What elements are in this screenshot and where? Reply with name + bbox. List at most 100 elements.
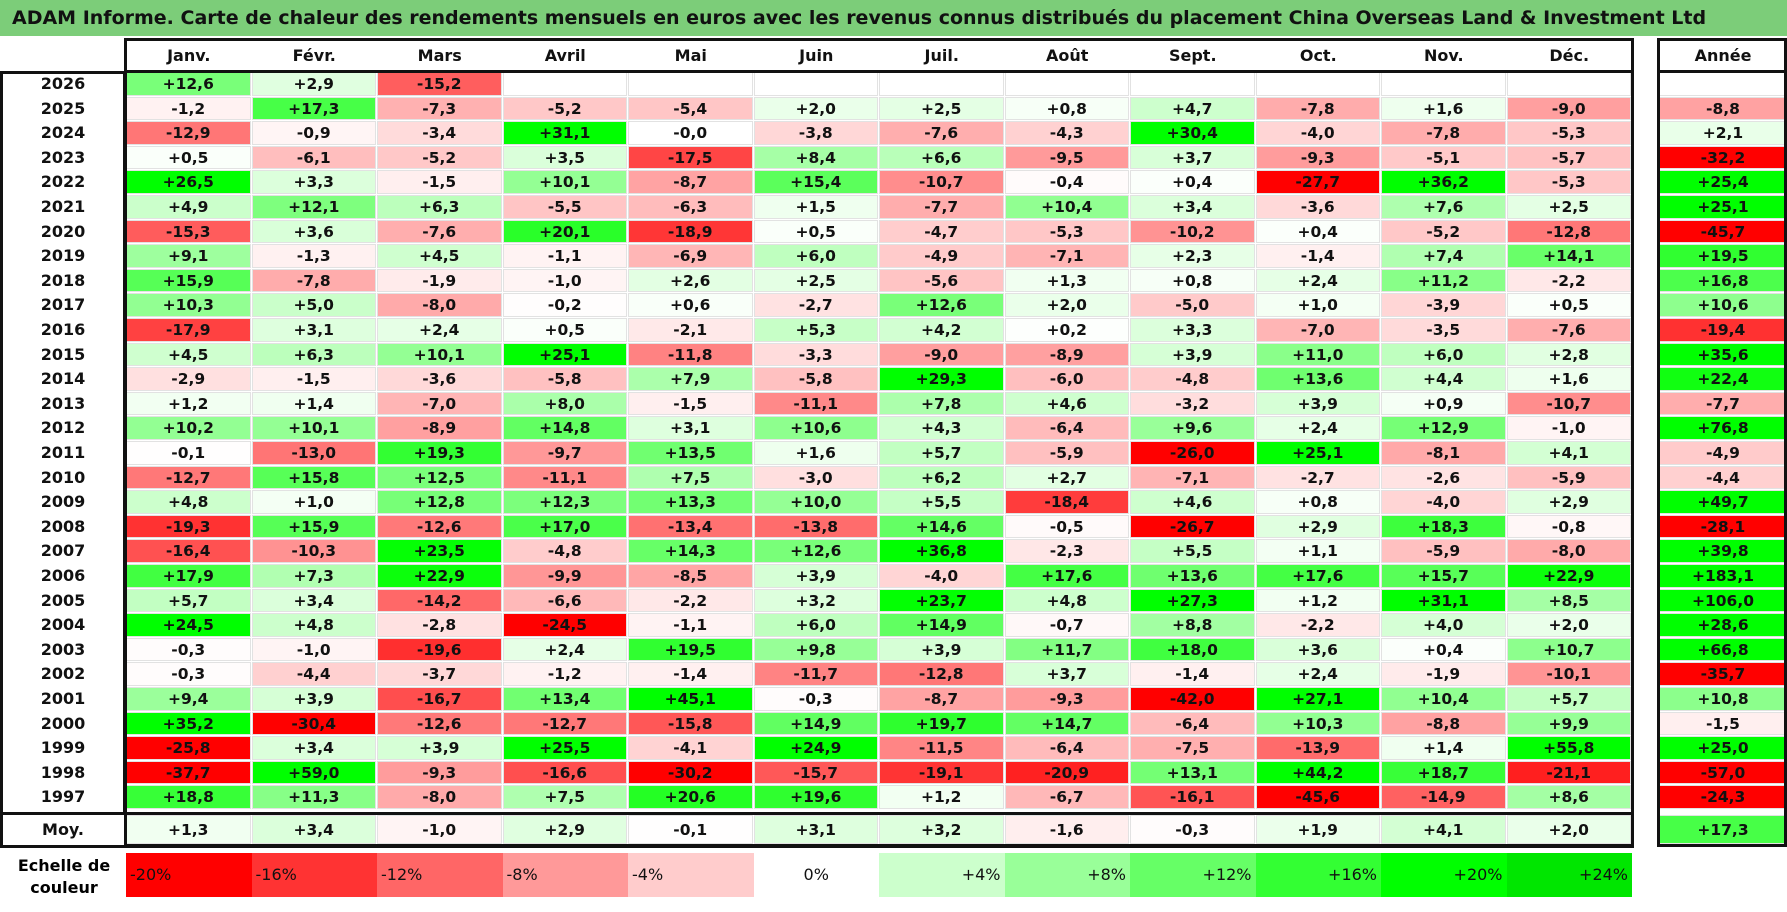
annual-cell: +25,4 <box>1659 170 1787 194</box>
heatmap-cell: +9,9 <box>1506 711 1631 736</box>
heatmap-cell: +10,4 <box>1381 687 1506 711</box>
heatmap-cell: +3,7 <box>1004 662 1129 686</box>
heatmap-cell: +7,5 <box>502 785 627 809</box>
heatmap-cell: +12,9 <box>1381 416 1506 440</box>
heatmap-cell: +6,2 <box>879 465 1004 490</box>
heatmap-cell: +10,7 <box>1506 637 1631 662</box>
average-cell: +3,4 <box>251 815 376 844</box>
year-label: 2017 <box>40 295 86 315</box>
heatmap-cell: +22,9 <box>1506 564 1631 588</box>
average-cell: -1,0 <box>377 815 502 844</box>
annual-cell: +76,8 <box>1659 416 1787 440</box>
heatmap-cell: +15,4 <box>753 170 878 194</box>
heatmap-cell: -7,8 <box>1381 121 1506 145</box>
heatmap-cell: +17,6 <box>1004 564 1129 588</box>
heatmap-cell: +2,4 <box>502 637 627 662</box>
heatmap-cell: -1,9 <box>377 268 502 293</box>
heatmap-cell: -9,0 <box>879 342 1004 367</box>
heatmap-cell: -5,8 <box>753 367 878 391</box>
annual-cell: +2,1 <box>1659 121 1787 145</box>
heatmap-cell: +15,9 <box>251 514 376 539</box>
heatmap-cell: +11,7 <box>1004 637 1129 662</box>
annual-cell: -35,7 <box>1659 662 1787 686</box>
heatmap-cell: -13,9 <box>1255 736 1380 760</box>
heatmap-cell: +55,8 <box>1506 736 1631 760</box>
heatmap-cell: +3,3 <box>1130 318 1255 342</box>
heatmap-cell: +12,6 <box>126 72 251 96</box>
heatmap-cell: -9,0 <box>1506 96 1631 121</box>
heatmap-cell: +25,1 <box>1255 441 1380 465</box>
heatmap-cell: -1,0 <box>251 637 376 662</box>
heatmap-cell: +8,0 <box>502 391 627 416</box>
heatmap-cell: -8,1 <box>1381 441 1506 465</box>
heatmap-cell: +3,4 <box>251 588 376 613</box>
year-label: 2008 <box>40 516 86 536</box>
heatmap-cell: -5,9 <box>1506 465 1631 490</box>
annual-cell: -24,3 <box>1659 785 1787 809</box>
heatmap-cell: -9,3 <box>377 760 502 785</box>
heatmap-cell: -0,8 <box>1506 514 1631 539</box>
heatmap-cell: +2,4 <box>1255 416 1380 440</box>
heatmap-cell: -3,2 <box>1130 391 1255 416</box>
heatmap-cell: -6,4 <box>1004 416 1129 440</box>
heatmap-cell: -0,1 <box>126 441 251 465</box>
average-annual-cell: +17,3 <box>1659 815 1787 844</box>
heatmap-cell: +6,3 <box>251 342 376 367</box>
month-header: Oct. <box>1299 46 1337 65</box>
heatmap-cell: +12,8 <box>377 490 502 514</box>
annual-cell: -7,7 <box>1659 391 1787 416</box>
heatmap-cell: -7,3 <box>377 96 502 121</box>
month-header: Déc. <box>1549 46 1590 65</box>
heatmap-cell: +10,1 <box>377 342 502 367</box>
heatmap-cell: +10,3 <box>126 293 251 317</box>
heatmap-cell: -4,8 <box>1130 367 1255 391</box>
heatmap-cell: +0,5 <box>502 318 627 342</box>
heatmap-cell: -30,2 <box>628 760 753 785</box>
heatmap-cell: +31,1 <box>502 121 627 145</box>
average-cell: -1,6 <box>1004 815 1129 844</box>
year-label: 2005 <box>40 590 86 610</box>
heatmap-cell: +19,6 <box>753 785 878 809</box>
heatmap-cell: -12,8 <box>879 662 1004 686</box>
heatmap-cell: +5,7 <box>1506 687 1631 711</box>
legend-swatch: +20% <box>1381 853 1507 897</box>
year-label: 2014 <box>40 369 86 389</box>
heatmap-cell: +19,5 <box>628 637 753 662</box>
annual-cell: +16,8 <box>1659 268 1787 293</box>
heatmap-cell: +18,7 <box>1381 760 1506 785</box>
heatmap-cell: +3,2 <box>753 588 878 613</box>
heatmap-cell: +19,3 <box>377 441 502 465</box>
heatmap-cell: +36,8 <box>879 539 1004 563</box>
heatmap-cell: -7,1 <box>1004 244 1129 268</box>
legend-swatch: +8% <box>1004 853 1130 897</box>
annual-cell: -4,4 <box>1659 465 1787 490</box>
heatmap-cell: -4,3 <box>1004 121 1129 145</box>
heatmap-cell: +6,6 <box>879 145 1004 170</box>
heatmap-cell: +1,4 <box>251 391 376 416</box>
heatmap-cell: +13,6 <box>1130 564 1255 588</box>
heatmap-cell: +6,0 <box>753 613 878 637</box>
heatmap-cell: +7,8 <box>879 391 1004 416</box>
heatmap-cell: +12,1 <box>251 195 376 219</box>
heatmap-cell: -2,7 <box>753 293 878 317</box>
heatmap-cell: +11,3 <box>251 785 376 809</box>
heatmap-cell: +11,2 <box>1381 268 1506 293</box>
heatmap-cell: -6,3 <box>628 195 753 219</box>
heatmap-cell: -7,6 <box>1506 318 1631 342</box>
heatmap-cell: +14,7 <box>1004 711 1129 736</box>
legend-swatch: +4% <box>879 853 1005 897</box>
heatmap-cell: +9,6 <box>1130 416 1255 440</box>
heatmap-cell: -0,3 <box>126 637 251 662</box>
heatmap-cell: -3,6 <box>1255 195 1380 219</box>
heatmap-cell: -1,4 <box>1255 244 1380 268</box>
heatmap-cell: +4,1 <box>1506 441 1631 465</box>
heatmap-cell: +10,0 <box>753 490 878 514</box>
heatmap-cell: +24,9 <box>753 736 878 760</box>
heatmap-cell: +0,4 <box>1255 219 1380 244</box>
heatmap-cell: -7,5 <box>1130 736 1255 760</box>
heatmap-cell: -0,9 <box>251 121 376 145</box>
heatmap-cell: +45,1 <box>628 687 753 711</box>
annual-cell: +39,8 <box>1659 539 1787 563</box>
heatmap-cell: -7,6 <box>377 219 502 244</box>
heatmap-cell: +2,9 <box>1255 514 1380 539</box>
